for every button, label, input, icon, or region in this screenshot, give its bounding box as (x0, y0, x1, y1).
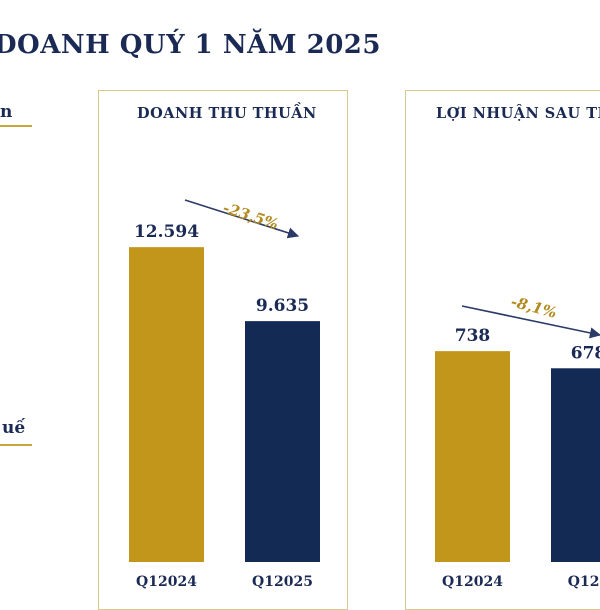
bar-profit-q120 (551, 368, 600, 562)
x-tick-label-revenue-1: Q12025 (252, 574, 313, 590)
x-tick-label-revenue-0: Q12024 (136, 574, 197, 590)
data-label-revenue-0: 12.594 (134, 222, 199, 242)
side-fragment-bottom: uế (2, 418, 26, 438)
x-tick-label-profit-0: Q12024 (442, 574, 503, 590)
chart-title-revenue: DOANH THU THUẦN (137, 105, 317, 122)
page-title: DOANH QUÝ 1 NĂM 2025 (0, 30, 381, 60)
chart-title-profit: LỢI NHUẬN SAU THU (436, 105, 600, 122)
bar-profit-q12024 (435, 351, 510, 562)
change-arrow-profit (461, 305, 600, 339)
x-tick-label-profit-1: Q120 (568, 574, 600, 590)
data-label-profit-1: 678 (571, 343, 600, 363)
side-underline-top (0, 125, 32, 127)
side-fragment-top: n (0, 102, 13, 122)
bar-revenue-q12025 (245, 321, 320, 562)
bar-revenue-q12024 (129, 247, 204, 562)
data-label-revenue-1: 9.635 (256, 296, 309, 316)
change-label-revenue: -23,5% (221, 199, 281, 234)
change-arrow-revenue (184, 199, 300, 239)
data-label-profit-0: 738 (455, 326, 491, 346)
side-underline-bottom (0, 444, 32, 446)
